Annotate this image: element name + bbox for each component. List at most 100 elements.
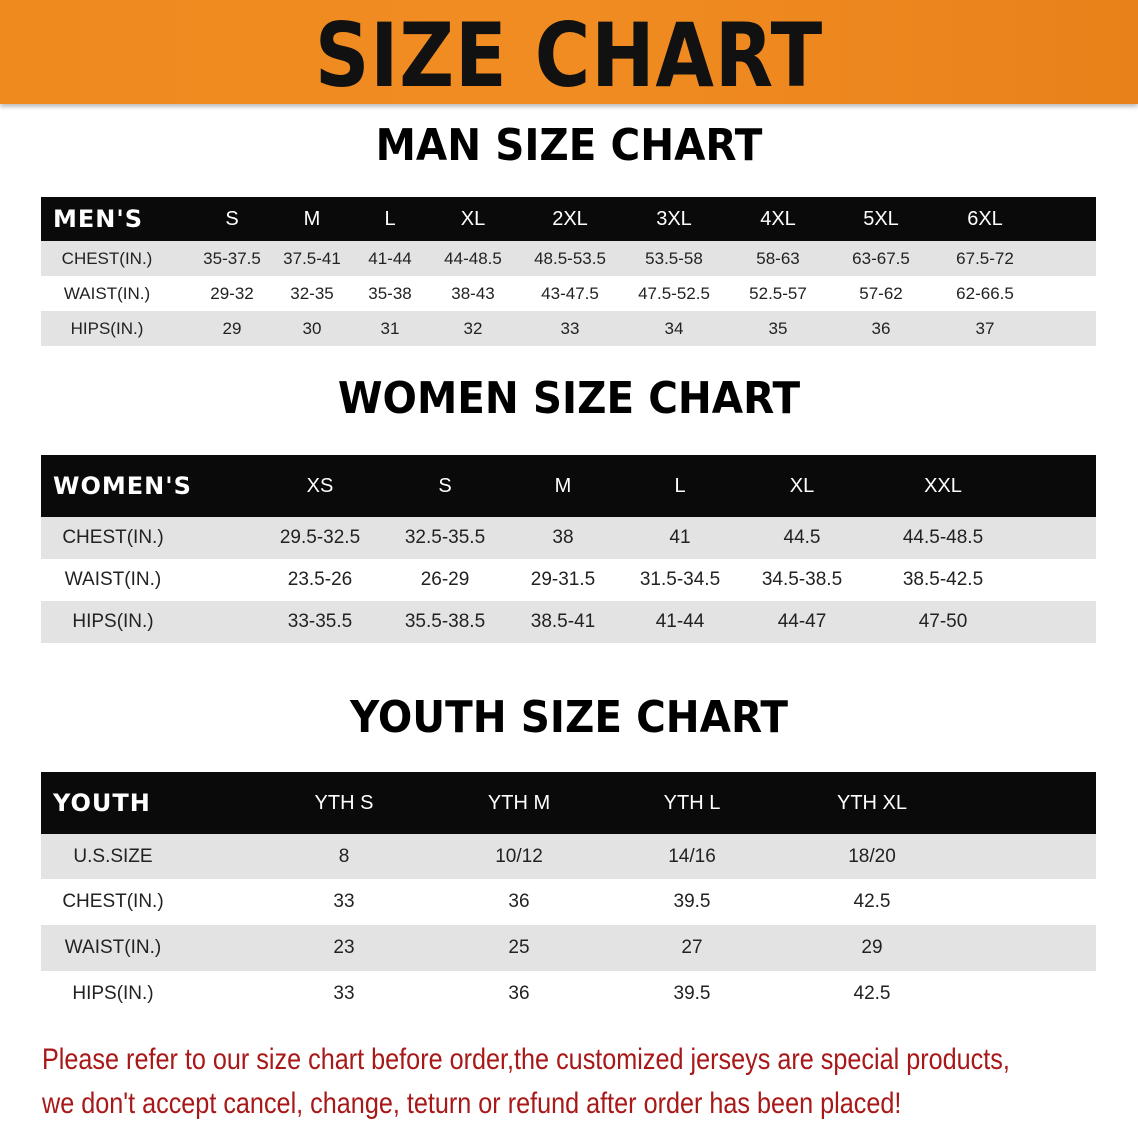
measurement-value: 34 [664, 318, 684, 338]
measurement-value: 35.5-38.5 [404, 611, 486, 632]
measurement-value: 34.5-38.5 [761, 569, 843, 590]
measurement-label: HIPS(IN.) [70, 318, 144, 338]
header-row: WOMEN'S XS S M L XL XXL [41, 455, 1096, 517]
measurement-value: 32-35 [290, 283, 334, 303]
measurement-value: 31.5-34.5 [639, 569, 721, 590]
measurement-value: 44-47 [777, 611, 827, 632]
table-row: CHEST(IN.) 29.5-32.5 32.5-35.5 38 41 44.5 44.5… [41, 517, 1096, 559]
size-header: YTH M [487, 791, 551, 814]
table-row: WAIST(IN.) 23.5-26 26-29 29-31.5 31.5-34.5 34… [41, 559, 1096, 601]
order-notice: Please refer to our size chart before or… [42, 1038, 1134, 1126]
measurement-value: 47.5-52.5 [638, 283, 710, 303]
measurement-label: U.S.SIZE [73, 845, 153, 867]
measurement-value: 36 [508, 891, 530, 912]
size-header: YTH L [663, 791, 721, 814]
measurement-label: CHEST(IN.) [62, 527, 164, 548]
header-row: MEN'S S M L XL 2XL 3XL 4XL 5XL 6XL [41, 197, 1096, 241]
table-row: HIPS(IN.) 29 30 31 32 33 34 35 36 37 [41, 311, 1096, 346]
measurement-value: 31 [380, 318, 400, 338]
size-header: XL [460, 207, 486, 230]
measurement-value: 48.5-53.5 [534, 248, 606, 268]
size-header: 3XL [656, 207, 692, 230]
measurement-value: 62-66.5 [956, 283, 1014, 303]
youth-section-title: YOUTH SIZE CHART [350, 692, 788, 743]
measurement-value: 30 [302, 318, 322, 338]
order-notice-line-2: we don't accept cancel, change, teturn o… [42, 1087, 902, 1120]
size-header: 4XL [760, 207, 796, 230]
table-row: CHEST(IN.) 33 36 39.5 42.5 [41, 879, 1096, 925]
size-header: XS [306, 474, 334, 497]
measurement-label: CHEST(IN.) [62, 891, 164, 912]
measurement-value: 38.5-41 [530, 611, 596, 632]
size-header: XL [789, 474, 815, 497]
women-section-title: WOMEN SIZE CHART [337, 373, 801, 424]
size-header: M [554, 474, 572, 497]
measurement-value: 35-38 [368, 283, 412, 303]
size-header: L [674, 474, 686, 497]
size-header: M [303, 207, 321, 230]
measurement-value: 36 [508, 982, 530, 1004]
measurement-label: WAIST(IN.) [63, 283, 151, 303]
measurement-value: 25 [508, 937, 530, 958]
size-header: S [225, 207, 239, 230]
size-header: 2XL [552, 207, 588, 230]
size-header: 6XL [967, 207, 1003, 230]
measurement-value: 43-47.5 [541, 283, 599, 303]
measurement-value: 38-43 [451, 283, 495, 303]
size-header: S [438, 474, 452, 497]
size-header: YTH S [314, 791, 374, 814]
measurement-value: 36 [871, 318, 891, 338]
table-header-label: MEN'S [53, 205, 143, 233]
measurement-value: 29 [861, 937, 883, 958]
measurement-value: 32 [463, 318, 483, 338]
measurement-value: 33 [333, 891, 355, 912]
measurement-value: 39.5 [673, 982, 711, 1004]
measurement-value: 37 [975, 318, 995, 338]
order-notice-line-1: Please refer to our size chart before or… [42, 1043, 1010, 1076]
table-row: WAIST(IN.) 29-32 32-35 35-38 38-43 43-47.5 47.… [41, 276, 1096, 311]
measurement-value: 23.5-26 [287, 569, 353, 590]
measurement-value: 41-44 [655, 611, 705, 632]
measurement-value: 33-35.5 [287, 611, 353, 632]
measurement-value: 35-37.5 [203, 248, 261, 268]
measurement-value: 57-62 [859, 283, 903, 303]
measurement-value: 37.5-41 [283, 248, 341, 268]
measurement-value: 44-48.5 [444, 248, 502, 268]
size-header: L [384, 207, 396, 230]
measurement-value: 52.5-57 [749, 283, 807, 303]
measurement-value: 26-29 [420, 569, 470, 590]
measurement-value: 29 [222, 318, 242, 338]
measurement-label: HIPS(IN.) [72, 611, 154, 632]
table-header-label: WOMEN'S [53, 472, 192, 500]
measurement-label: HIPS(IN.) [72, 982, 154, 1004]
table-row: U.S.SIZE 8 10/12 14/16 18/20 [41, 834, 1096, 879]
measurement-value: 67.5-72 [956, 248, 1014, 268]
measurement-value: 41 [669, 527, 691, 548]
measurement-value: 41-44 [368, 248, 412, 268]
measurement-value: 33 [560, 318, 580, 338]
table-row: HIPS(IN.) 33 36 39.5 42.5 [41, 971, 1096, 1016]
men-section-title: MAN SIZE CHART [375, 120, 763, 171]
measurement-value: 32.5-35.5 [404, 527, 486, 548]
table-header-label: YOUTH [53, 789, 151, 817]
table-row: WAIST(IN.) 23 25 27 29 [41, 925, 1096, 971]
size-header: XXL [924, 474, 962, 497]
table-row: HIPS(IN.) 33-35.5 35.5-38.5 38.5-41 41-44 44-… [41, 601, 1096, 643]
measurement-label: WAIST(IN.) [64, 569, 162, 590]
measurement-label: WAIST(IN.) [64, 937, 162, 958]
measurement-value: 10/12 [495, 845, 543, 867]
measurement-value: 42.5 [853, 982, 891, 1004]
measurement-label: CHEST(IN.) [61, 248, 153, 268]
measurement-value: 53.5-58 [645, 248, 703, 268]
measurement-value: 33 [333, 982, 355, 1004]
measurement-value: 29.5-32.5 [279, 527, 361, 548]
measurement-value: 18/20 [848, 845, 896, 867]
measurement-value: 38.5-42.5 [902, 569, 984, 590]
measurement-value: 39.5 [673, 891, 711, 912]
measurement-value: 14/16 [668, 845, 716, 867]
measurement-value: 8 [338, 845, 350, 867]
header-row: YOUTH YTH S YTH M YTH L YTH XL [41, 772, 1096, 834]
measurement-value: 29-32 [210, 283, 254, 303]
measurement-value: 63-67.5 [852, 248, 910, 268]
measurement-value: 23 [333, 937, 355, 958]
